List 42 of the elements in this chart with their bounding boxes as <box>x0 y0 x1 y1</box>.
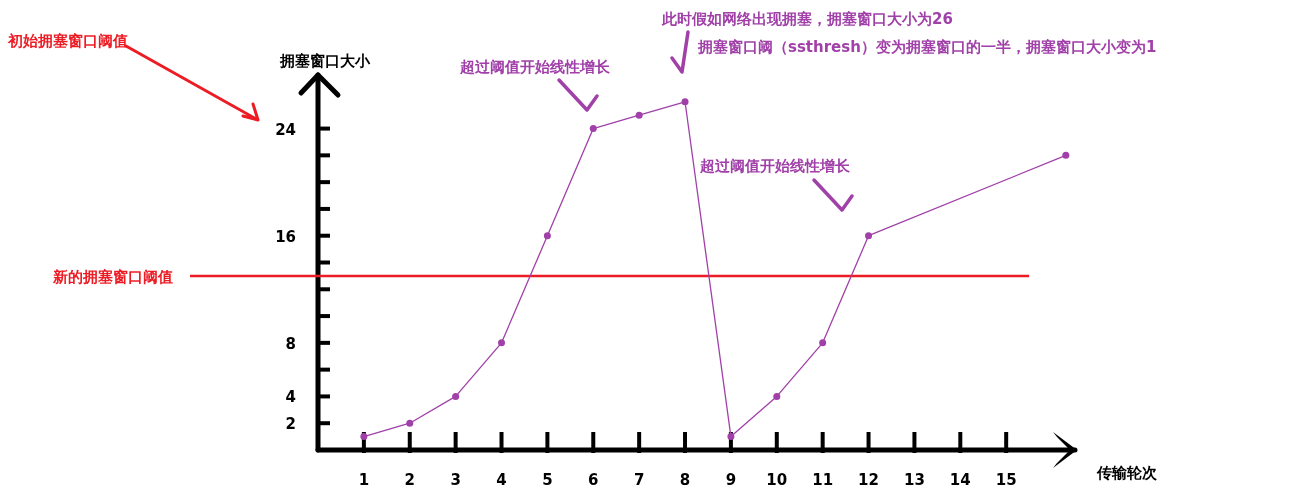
y-axis-title: 拥塞窗口大小 <box>279 52 371 70</box>
text: 拥塞窗口阈（ssthresh）变为拥塞窗口的一半，拥塞窗口大小变为1 <box>697 38 1157 56</box>
point <box>635 111 643 119</box>
x-tick-label: 6 <box>588 471 599 489</box>
point <box>360 433 368 441</box>
point <box>543 232 551 240</box>
point <box>681 98 689 106</box>
x-tick-label: 11 <box>812 471 834 489</box>
ref-line-label: 新的拥塞窗口阈值 <box>52 267 173 286</box>
y-tick-label: 8 <box>285 334 296 353</box>
y-tick-label: 2 <box>285 415 296 434</box>
x-tick-label: 2 <box>404 471 415 489</box>
point <box>498 339 506 347</box>
point <box>727 433 735 441</box>
x-tick-label: 14 <box>949 471 971 489</box>
y-tick-label: 24 <box>275 120 296 139</box>
text: 此时假如网络出现拥塞，拥塞窗口大小为26 <box>661 10 953 28</box>
y-tick-label: 16 <box>275 227 296 246</box>
point <box>406 419 414 427</box>
x-tick-label: 8 <box>679 471 691 489</box>
x-tick-label: 15 <box>995 471 1017 489</box>
x-tick-label: 12 <box>858 471 879 489</box>
x-tick-label: 9 <box>725 471 737 489</box>
point <box>773 392 781 400</box>
x-tick-label: 7 <box>633 471 645 489</box>
point <box>1062 151 1070 159</box>
annotation: 超过阈值开始线性增长 <box>699 157 851 175</box>
ref-line: 新的拥塞窗口阈值 <box>53 267 1030 286</box>
point <box>865 232 873 240</box>
point <box>819 339 827 347</box>
point <box>589 125 597 133</box>
x-tick-label: 1 <box>358 471 370 489</box>
annotation: 超过阈值开始线性增长 <box>459 58 611 76</box>
x-tick-label: 5 <box>542 471 553 489</box>
y-tick-label: 4 <box>285 388 296 407</box>
text: 初始拥塞窗口阈值 <box>7 32 128 50</box>
x-axis-title: 传输轮次 <box>1096 464 1158 482</box>
point <box>452 392 460 400</box>
x-tick-label: 10 <box>766 471 788 489</box>
x-tick-label: 4 <box>496 471 507 489</box>
x-tick-label: 13 <box>903 471 925 489</box>
x-tick-label: 3 <box>450 471 461 489</box>
